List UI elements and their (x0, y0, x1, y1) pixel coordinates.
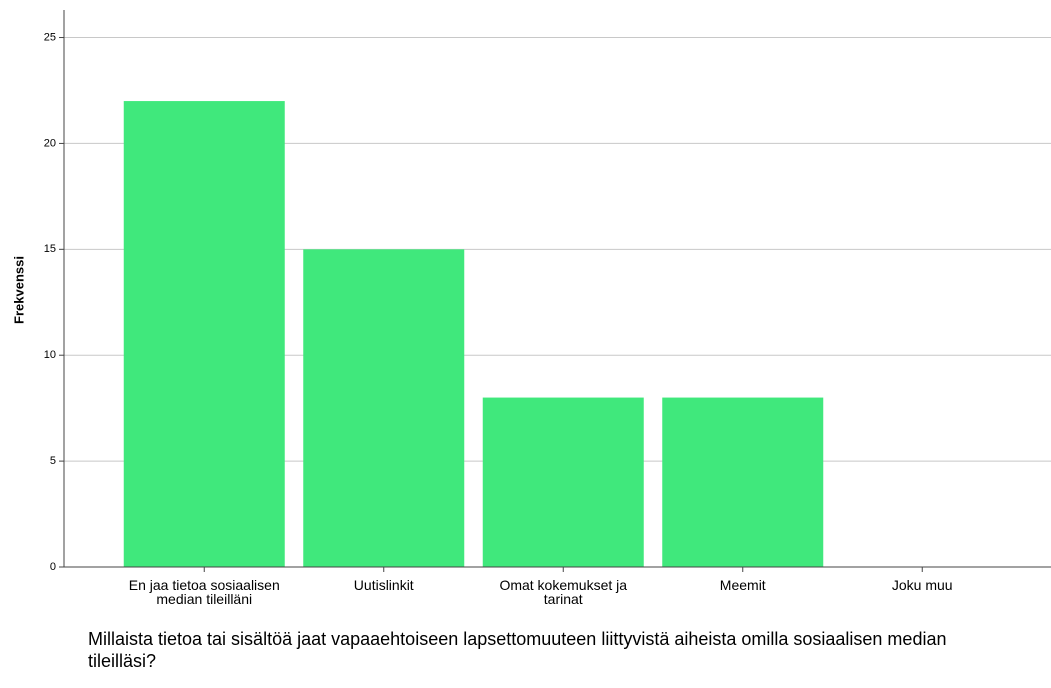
y-tick-label: 10 (44, 349, 56, 361)
x-tick-label: Joku muu (891, 577, 953, 593)
y-tick-label: 25 (44, 31, 56, 43)
chart-title: Millaista tietoa tai sisältöä jaat vapaa… (88, 629, 947, 671)
x-tick-label: Meemit (719, 577, 766, 593)
y-tick-label: 20 (44, 137, 56, 149)
x-tick-label: Omat kokemukset ja tarinat (499, 577, 628, 607)
bar (123, 101, 285, 567)
bar (662, 397, 824, 567)
y-tick-label: 0 (50, 561, 56, 573)
y-axis-label: Frekvenssi (11, 256, 26, 324)
x-tick-label: Uutislinkit (353, 577, 414, 593)
bar (482, 397, 644, 567)
x-tick-label: En jaa tietoa sosiaalisen median tileill… (128, 577, 280, 607)
y-tick-label: 5 (50, 455, 56, 467)
bar (303, 249, 465, 567)
y-tick-label: 15 (44, 243, 56, 255)
